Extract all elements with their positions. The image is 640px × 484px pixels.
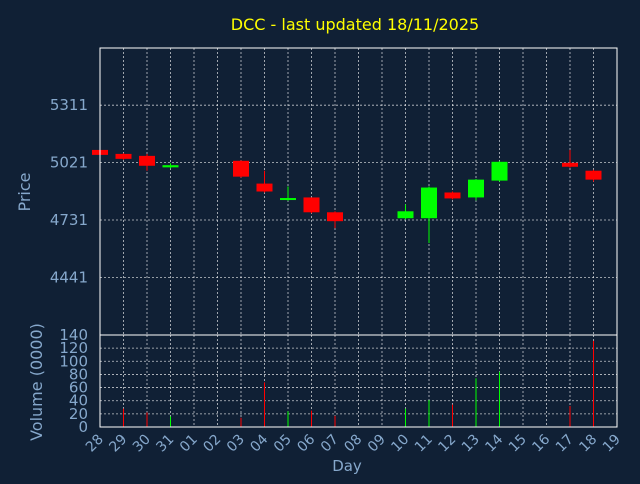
day-tick-label: 11 (412, 432, 436, 456)
day-tick-label: 01 (177, 432, 201, 456)
candle-body (256, 183, 273, 192)
candles (92, 148, 602, 243)
day-tick-label: 08 (341, 432, 365, 456)
day-tick-label: 10 (388, 432, 412, 456)
day-tick-label: 05 (271, 432, 295, 456)
volume-tick-label: 20 (69, 405, 88, 423)
day-tick-label: 18 (576, 432, 600, 456)
day-tick-label: 04 (247, 431, 271, 455)
day-tick-label: 03 (224, 432, 248, 456)
price-tick-label: 5311 (50, 96, 88, 114)
candle-body (444, 192, 461, 199)
candle-body (491, 161, 508, 181)
volume-tick-label: 60 (69, 379, 88, 397)
day-tick-label: 07 (318, 432, 342, 456)
candle-body (233, 160, 249, 177)
day-tick-label: 15 (506, 432, 530, 456)
volume-tick-label: 100 (59, 352, 88, 370)
volume-axis-label: Volume (0000) (27, 323, 46, 441)
price-gridlines (99, 48, 618, 335)
volume-tick-label: 120 (59, 339, 88, 357)
candle-body (303, 197, 320, 213)
day-tick-label: 31 (153, 432, 177, 456)
price-plot-frame (99, 47, 618, 336)
price-tick-label: 4731 (50, 211, 88, 229)
candle-body (139, 155, 155, 166)
volume-gridlines (99, 335, 618, 427)
day-tick-label: 12 (435, 432, 459, 456)
day-tick-label: 02 (200, 432, 224, 456)
day-tick-label: 29 (106, 432, 130, 456)
chart-title: DCC - last updated 18/11/2025 (231, 15, 479, 34)
price-tick-label: 4441 (50, 268, 88, 286)
candle-body (162, 165, 179, 168)
candle-body (115, 153, 132, 159)
day-tick-label: 13 (459, 432, 483, 456)
day-tick-label: 19 (600, 432, 624, 456)
day-tick-label: 17 (553, 432, 577, 456)
price-axis-label: Price (15, 172, 34, 211)
candle-body (327, 212, 343, 222)
candle-body (562, 162, 578, 167)
volume-bars (99, 340, 594, 427)
day-tick-labels: 28 29 30 31 01 02 03 04 05 06 07 08 09 10 11 12 13 14 15 16… (83, 431, 624, 455)
candle-body (280, 198, 296, 201)
price-tick-label: 5021 (50, 154, 88, 172)
candle-body (397, 211, 414, 219)
day-tick-label: 06 (294, 431, 318, 455)
day-tick-label: 30 (130, 432, 154, 456)
volume-tick-label: 40 (69, 392, 88, 410)
day-tick-label: 09 (365, 432, 389, 456)
candle-body (421, 187, 437, 219)
volume-tick-label: 0 (78, 418, 88, 436)
price-tick-labels: 4441 4731 5021 5311 (50, 96, 88, 286)
volume-tick-label: 80 (69, 365, 88, 383)
day-tick-label: 16 (529, 431, 553, 455)
x-axis-label: Day (332, 457, 362, 475)
candle-body (585, 170, 602, 180)
candle-body (468, 179, 484, 198)
day-tick-label: 14 (482, 431, 506, 455)
volume-plot-frame (99, 334, 618, 428)
volume-tick-label: 140 (59, 326, 88, 344)
